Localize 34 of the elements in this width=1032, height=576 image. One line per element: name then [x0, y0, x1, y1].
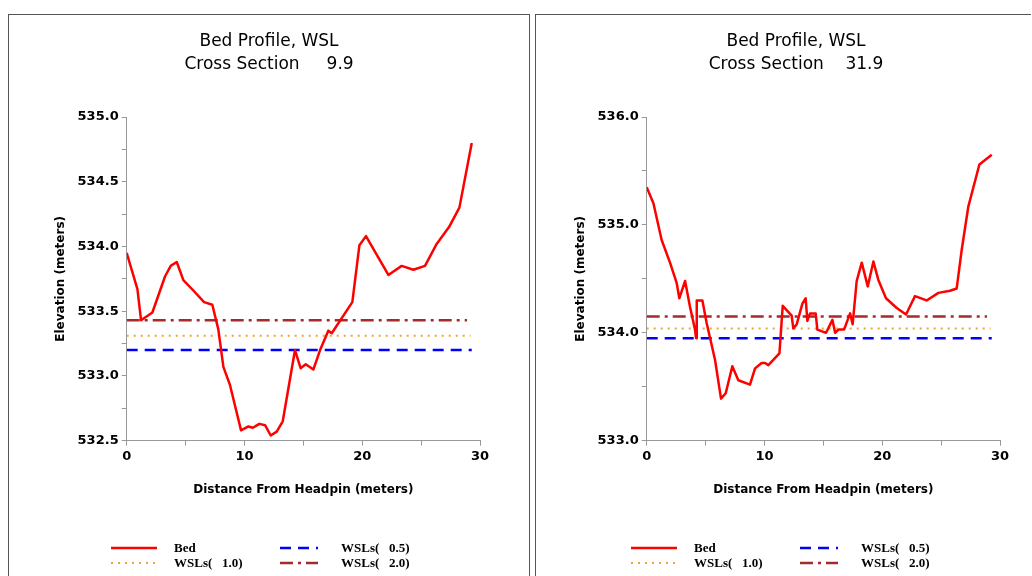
x-tick-label: 20: [873, 447, 892, 463]
legend-label: Bed: [694, 540, 717, 556]
x-axis-title: Distance From Headpin (meters): [713, 481, 934, 496]
legend-label: WSLs( 2.0): [861, 555, 930, 571]
y-tick-label: 536.0: [597, 108, 639, 124]
x-tick-label: 0: [642, 447, 652, 463]
x-tick-label: 0: [122, 447, 132, 463]
legend-label: Bed: [174, 540, 197, 556]
legend-label: WSLs( 1.0): [694, 555, 763, 571]
chart-subtitle: Cross Section 31.9: [708, 53, 884, 74]
y-tick-label: 534.0: [597, 324, 639, 340]
chart-subtitle: Cross Section 9.9: [184, 53, 354, 74]
y-tick-label: 533.0: [597, 432, 639, 448]
y-tick-label: 533.0: [77, 367, 119, 383]
y-tick-label: 533.5: [77, 302, 119, 318]
x-tick-label: 10: [235, 447, 254, 463]
legend-label: WSLs( 0.5): [861, 540, 930, 556]
y-tick-label: 535.0: [77, 108, 119, 124]
x-tick-label: 30: [470, 447, 490, 463]
y-tick-label: 534.5: [77, 173, 119, 189]
legend-label: WSLs( 0.5): [341, 540, 410, 556]
y-tick-label: 532.5: [77, 432, 119, 448]
x-tick-label: 10: [755, 447, 774, 463]
x-axis-title: Distance From Headpin (meters): [193, 481, 414, 496]
y-tick-label: 534.0: [77, 237, 119, 253]
chart-title: Bed Profile, WSL: [199, 30, 340, 51]
chart-title: Bed Profile, WSL: [726, 30, 867, 51]
legend-label: WSLs( 1.0): [174, 555, 243, 571]
x-tick-label: 30: [990, 447, 1010, 463]
y-tick-label: 535.0: [597, 216, 639, 232]
y-axis-title: Elevation (meters): [53, 215, 68, 342]
x-tick-label: 20: [353, 447, 372, 463]
legend-label: WSLs( 2.0): [341, 555, 410, 571]
y-axis-title: Elevation (meters): [573, 215, 588, 342]
